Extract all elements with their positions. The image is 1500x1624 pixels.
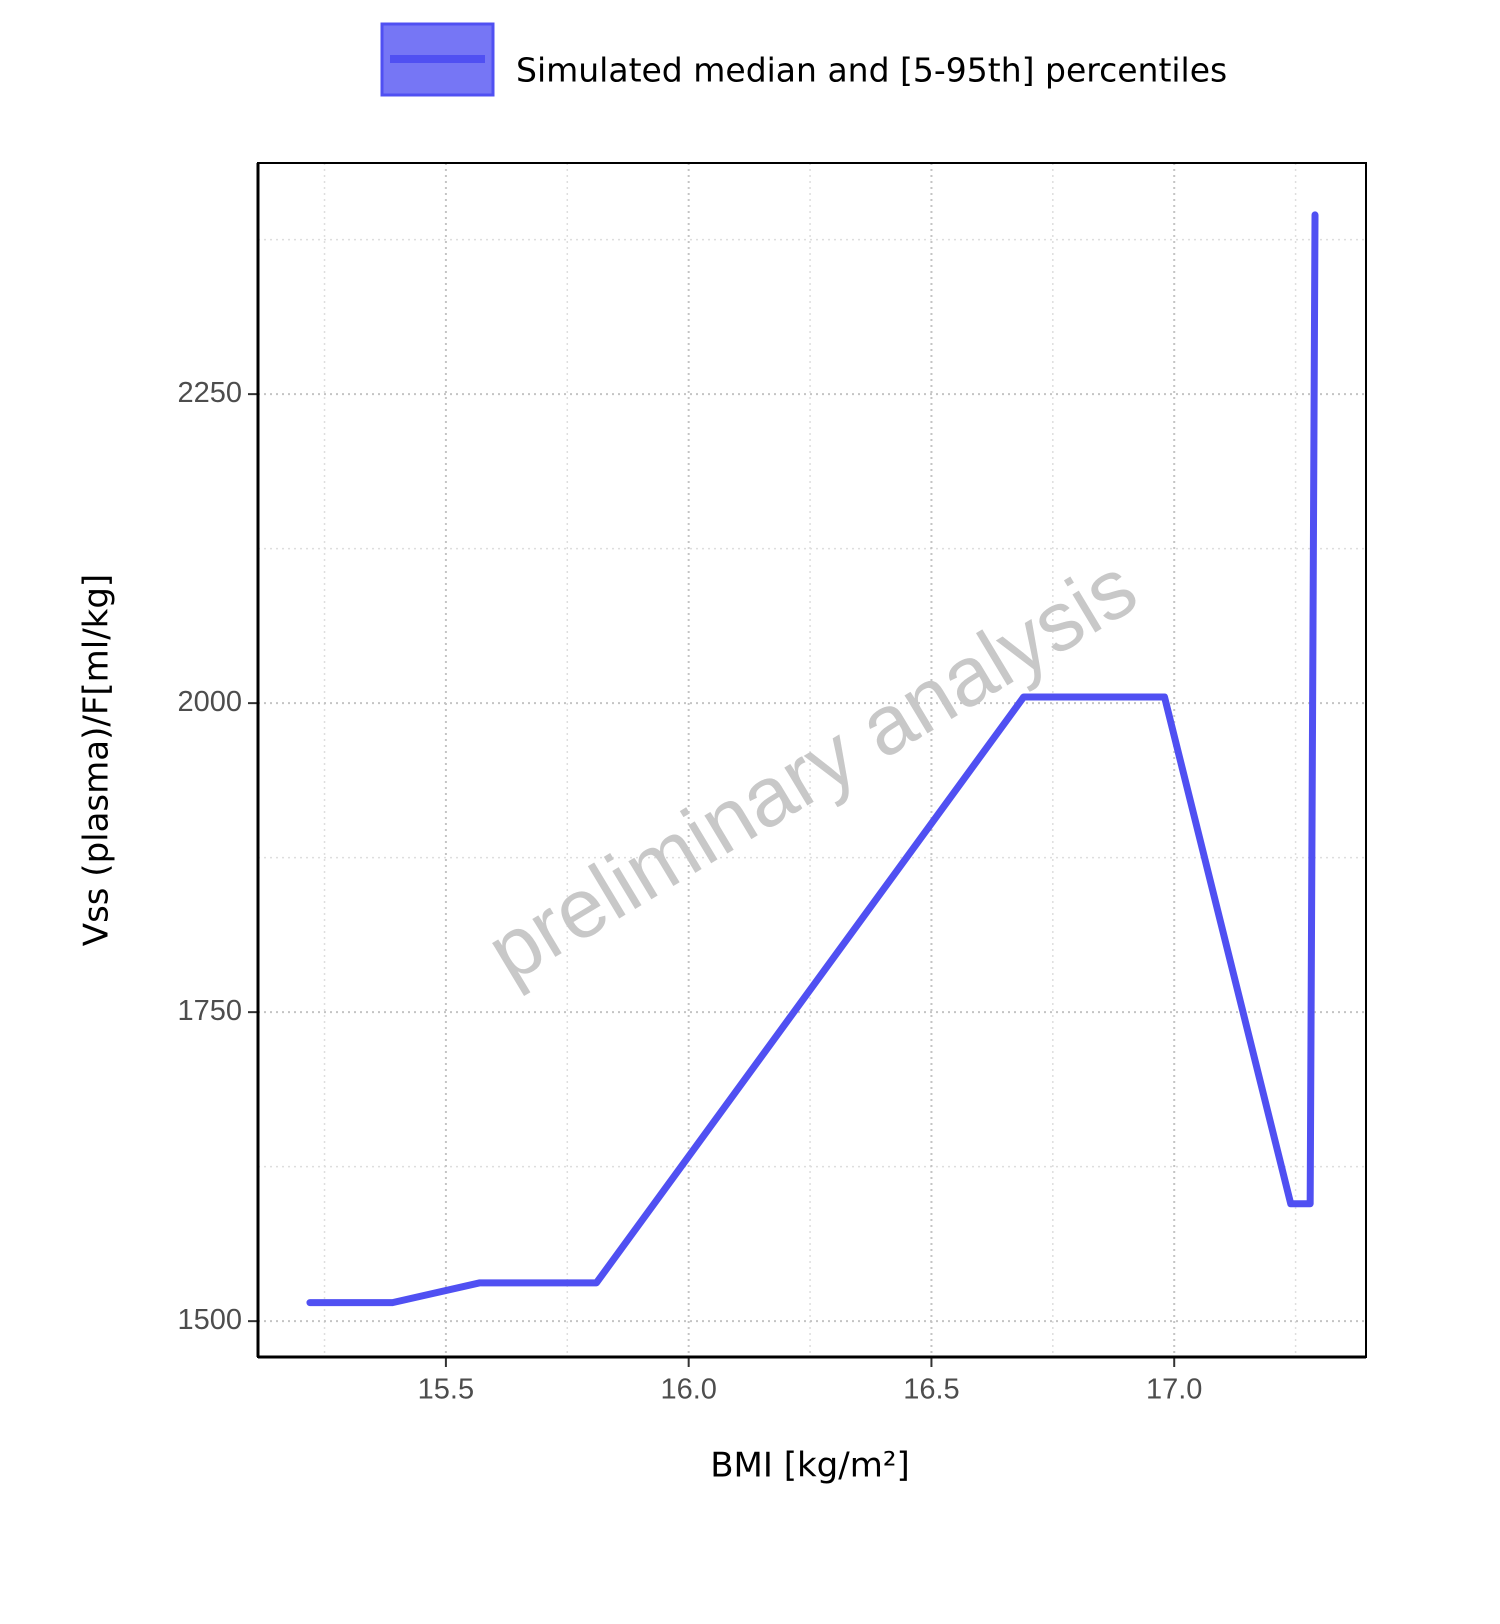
data-line (306, 211, 1319, 1307)
y-tick-label: 1750 (177, 995, 242, 1027)
y-tick-label: 1500 (177, 1304, 242, 1336)
watermark: preliminary analysis (471, 539, 1152, 999)
x-tick-label: 17.0 (1146, 1374, 1202, 1406)
legend-label: Simulated median and [5-95th] percentile… (516, 51, 1227, 90)
y-tick-label: 2250 (177, 377, 242, 409)
x-tick-label: 16.5 (903, 1374, 959, 1406)
y-tick-label: 2000 (177, 686, 242, 718)
x-tick-label: 15.5 (418, 1374, 474, 1406)
x-tick-label: 16.0 (660, 1374, 716, 1406)
y-axis-title: Vss (plasma)/F[ml/kg] (77, 574, 117, 946)
x-axis-title: BMI [kg/m²] (710, 1446, 910, 1486)
